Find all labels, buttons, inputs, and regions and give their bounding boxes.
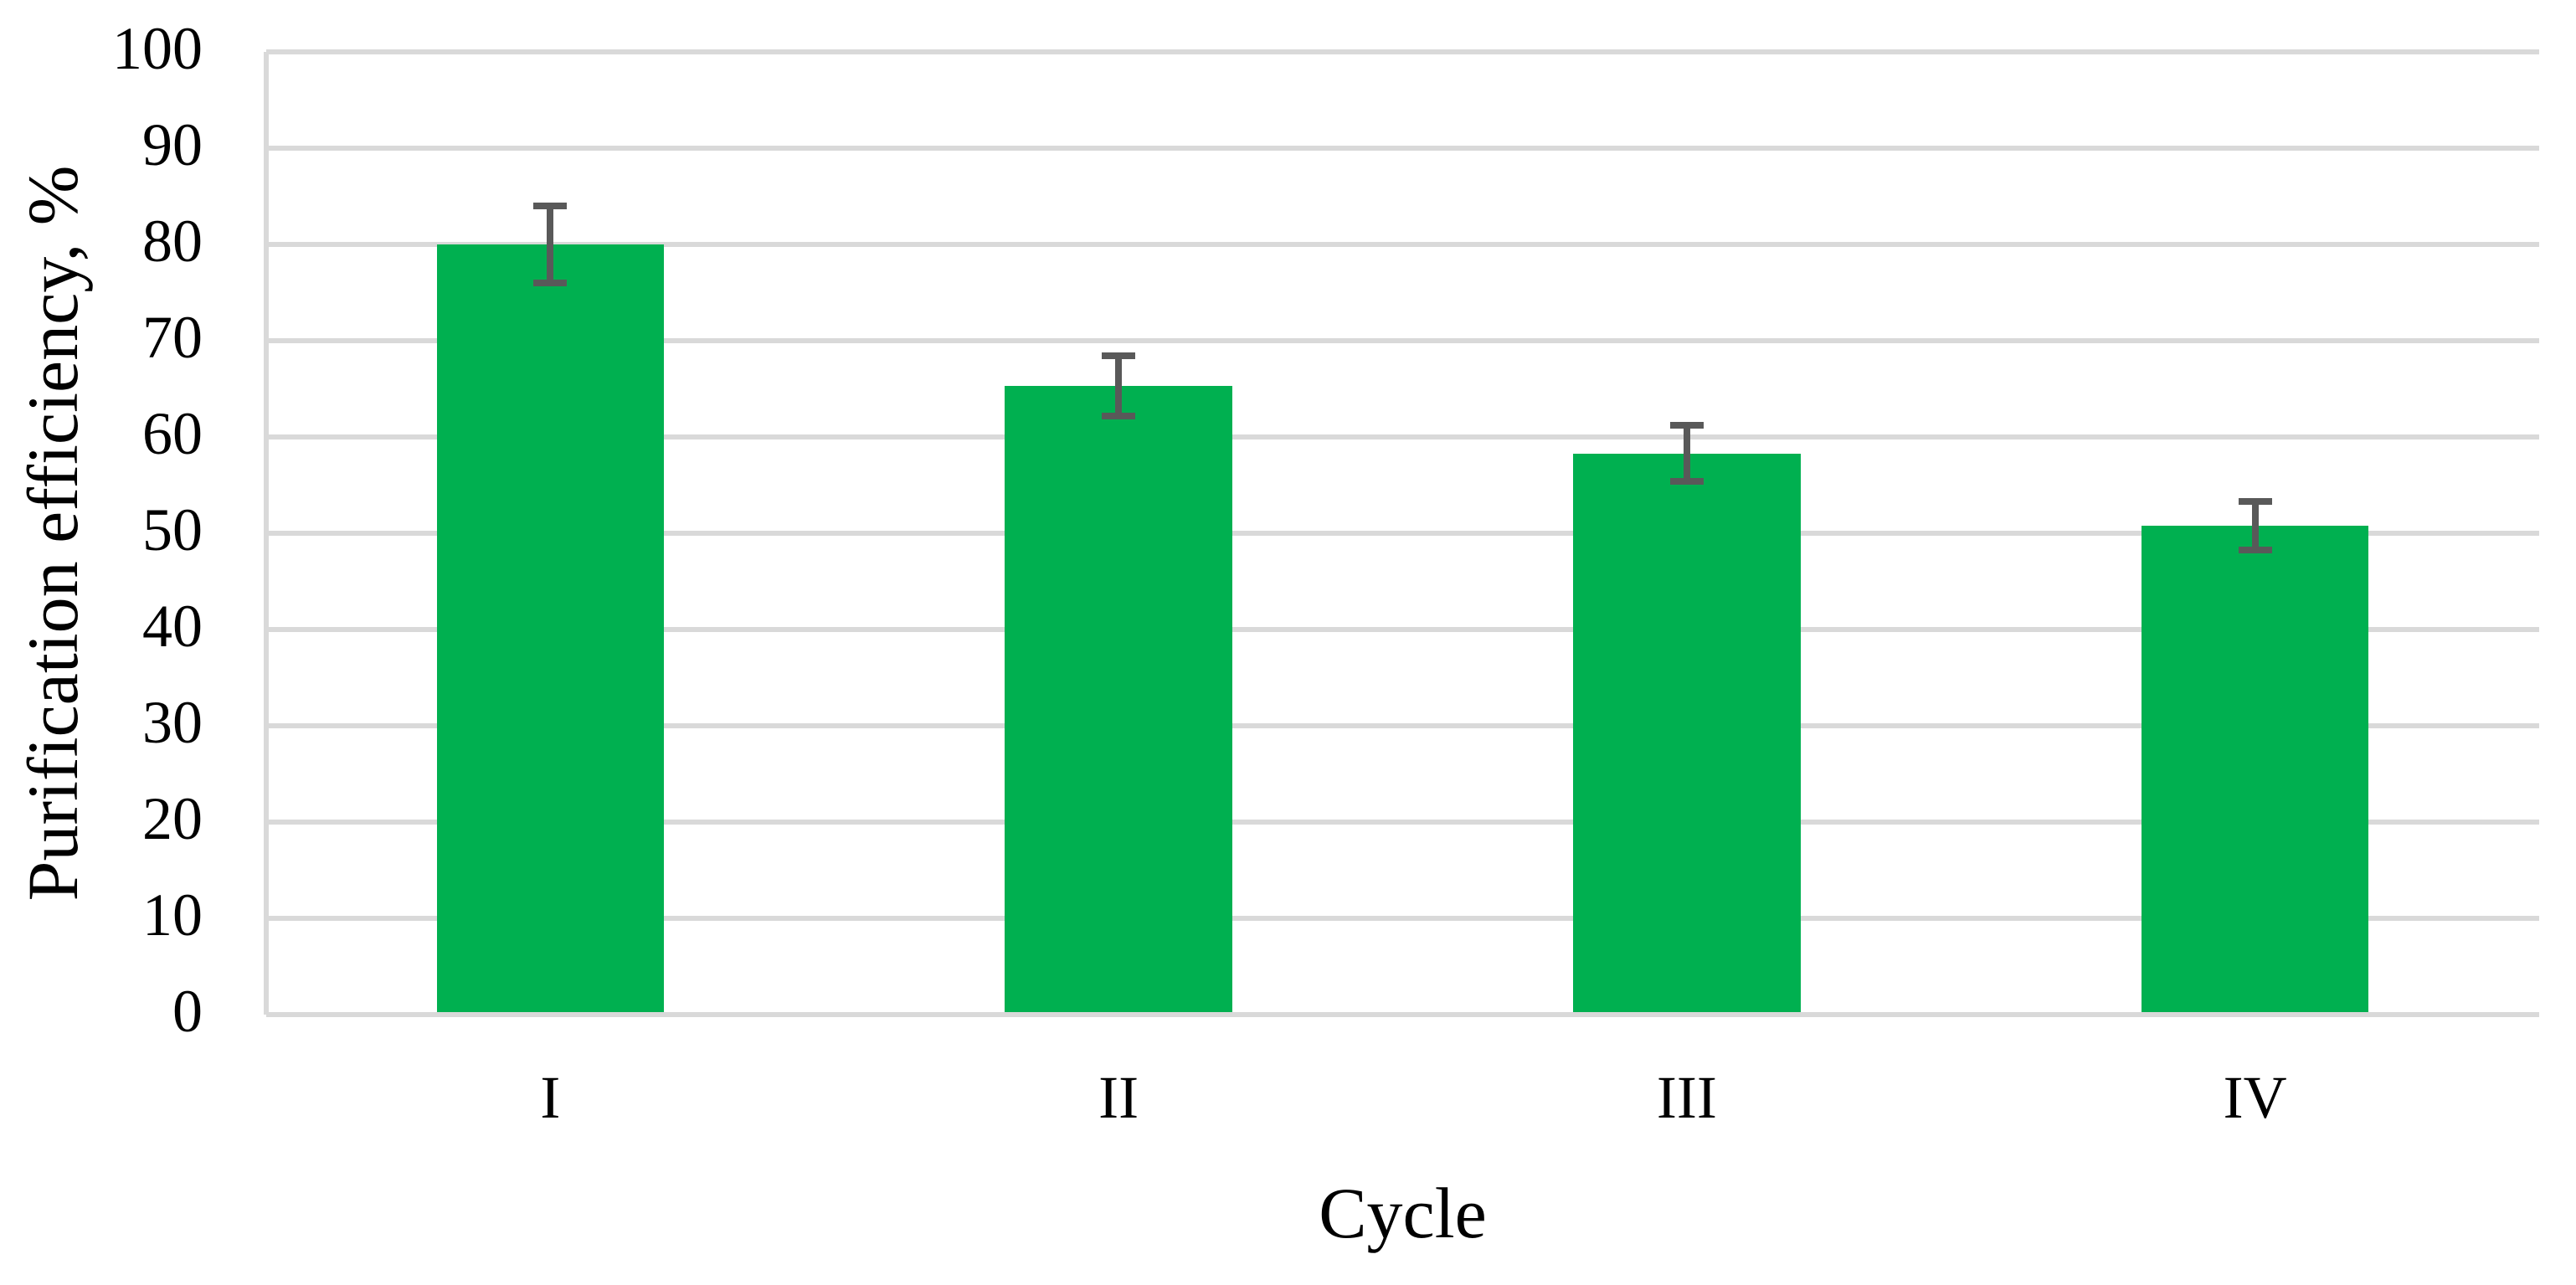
x-tick-label-II: II (1098, 1064, 1139, 1131)
y-tick-label-90: 90 (142, 111, 203, 178)
y-tick-label-60: 60 (142, 400, 203, 467)
plot-area (264, 49, 2539, 1017)
error-bar-stem-II (1115, 356, 1123, 416)
y-tick-label-50: 50 (142, 496, 203, 563)
bar-I (436, 244, 665, 1015)
x-axis-tick-labels: I II III IV (266, 1067, 2539, 1128)
error-bar-II (1102, 352, 1136, 419)
bar-slot-III (1403, 52, 1972, 1015)
error-bar-stem-I (547, 206, 554, 283)
error-bar-IV (2238, 498, 2272, 553)
gridline-100 (266, 49, 2539, 54)
x-tick-label-III: III (1656, 1064, 1717, 1131)
gridline-80 (266, 242, 2539, 247)
error-bar-cap-bottom-II (1102, 412, 1136, 419)
y-tick-label-30: 30 (142, 689, 203, 756)
gridline-70 (266, 338, 2539, 343)
gridline-40 (266, 627, 2539, 632)
gridline-50 (266, 531, 2539, 536)
error-bar-stem-III (1683, 425, 1690, 481)
gridline-60 (266, 434, 2539, 439)
error-bar-I (533, 203, 568, 286)
y-tick-label-40: 40 (142, 593, 203, 660)
x-tick-label-IV: IV (2223, 1064, 2287, 1131)
y-tick-label-0: 0 (172, 978, 203, 1045)
bar-III (1573, 453, 1801, 1015)
error-bar-III (1669, 422, 1704, 485)
gridline-20 (266, 820, 2539, 825)
bar-slot-II (835, 52, 1403, 1015)
y-tick-label-20: 20 (142, 785, 203, 852)
bar-IV (2141, 525, 2369, 1015)
y-axis-tick-labels: 0 10 20 30 40 50 60 70 80 90 100 (0, 18, 203, 1041)
error-bar-cap-bottom-IV (2238, 546, 2272, 553)
y-tick-label-100: 100 (112, 15, 203, 82)
x-tick-label-I: I (540, 1064, 561, 1131)
error-bar-cap-bottom-I (533, 280, 568, 286)
x-axis-line (266, 1012, 2539, 1017)
y-tick-label-70: 70 (142, 304, 203, 371)
bar-slot-IV (1971, 52, 2539, 1015)
bar-slot-I (266, 52, 835, 1015)
y-tick-label-80: 80 (142, 208, 203, 275)
y-tick-label-10: 10 (142, 882, 203, 948)
gridline-90 (266, 146, 2539, 151)
x-axis-title: Cycle (1319, 1173, 1487, 1253)
bar-II (1005, 386, 1232, 1015)
error-bar-cap-bottom-III (1669, 477, 1704, 485)
error-bar-stem-IV (2251, 501, 2259, 550)
gridline-10 (266, 916, 2539, 921)
gridline-30 (266, 723, 2539, 728)
